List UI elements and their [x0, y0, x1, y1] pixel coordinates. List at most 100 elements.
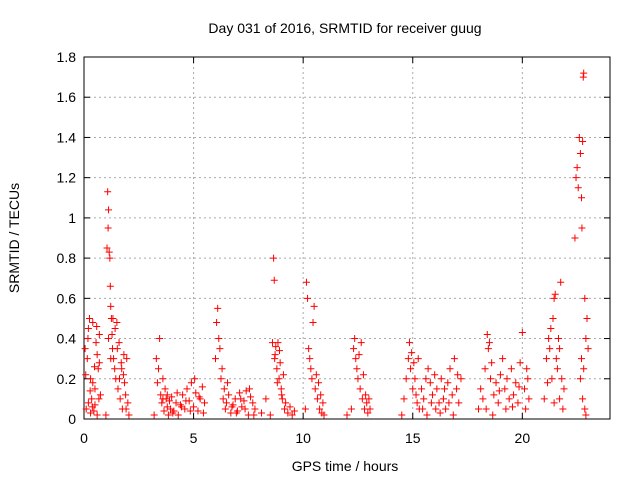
- data-point: [104, 224, 112, 232]
- data-point: [89, 379, 97, 387]
- data-point: [218, 365, 226, 373]
- data-point: [580, 365, 588, 373]
- data-point: [439, 395, 447, 403]
- data-point: [158, 399, 166, 407]
- data-point: [113, 345, 121, 353]
- data-point: [307, 365, 315, 373]
- data-point: [359, 371, 367, 379]
- data-point: [436, 409, 444, 417]
- data-point: [550, 294, 558, 302]
- data-points: [81, 69, 592, 419]
- data-point: [454, 371, 462, 379]
- data-point: [404, 355, 412, 363]
- data-point: [494, 399, 502, 407]
- data-point: [413, 399, 421, 407]
- data-point: [553, 365, 561, 373]
- data-point: [422, 375, 430, 383]
- data-point: [212, 355, 219, 363]
- data-point: [95, 395, 103, 403]
- x-tick-label: 20: [515, 430, 531, 446]
- data-point: [290, 407, 298, 415]
- data-point: [309, 318, 317, 326]
- data-point: [315, 379, 323, 387]
- data-point: [515, 383, 523, 391]
- data-point: [199, 409, 207, 417]
- data-point: [431, 371, 439, 379]
- data-point: [522, 405, 530, 413]
- data-point: [578, 224, 586, 232]
- axis-ticks: 0 0.2 0.4 0.6 0.8 1 1.2 1.4 1.6 1.8 0 5 10 15 20: [57, 49, 610, 446]
- data-point: [433, 385, 441, 393]
- x-tick-label: 5: [190, 430, 198, 446]
- y-tick-label: 0.4: [57, 331, 77, 347]
- data-point: [572, 174, 580, 182]
- data-point: [159, 375, 167, 383]
- data-point: [251, 405, 259, 413]
- data-point: [552, 355, 560, 363]
- data-point: [183, 385, 191, 393]
- data-point: [173, 389, 181, 397]
- data-point: [302, 278, 310, 286]
- data-point: [426, 379, 434, 387]
- data-point: [479, 395, 487, 403]
- data-point: [271, 351, 279, 359]
- data-point: [501, 385, 509, 393]
- data-point: [402, 375, 410, 383]
- data-point: [91, 363, 99, 371]
- data-point: [524, 375, 532, 383]
- data-point: [161, 385, 169, 393]
- data-point: [540, 395, 548, 403]
- data-point: [262, 395, 270, 403]
- plot-frame: [83, 56, 611, 420]
- data-point: [557, 278, 565, 286]
- data-point: [407, 365, 415, 373]
- data-point: [549, 314, 557, 322]
- data-point: [559, 405, 567, 413]
- data-point: [484, 345, 492, 353]
- data-point: [228, 403, 236, 411]
- data-point: [272, 343, 280, 351]
- data-point: [93, 411, 101, 419]
- data-point: [156, 335, 164, 343]
- data-point: [93, 322, 101, 330]
- data-point: [249, 399, 257, 407]
- data-point: [119, 371, 127, 379]
- data-point: [124, 399, 132, 407]
- data-point: [542, 355, 550, 363]
- data-point: [172, 399, 180, 407]
- data-point: [320, 411, 328, 419]
- data-point: [347, 405, 355, 413]
- data-point: [221, 405, 229, 413]
- data-point: [502, 405, 510, 413]
- data-point: [163, 391, 171, 399]
- data-point: [477, 385, 485, 393]
- data-point: [107, 355, 115, 363]
- data-point: [554, 335, 562, 343]
- data-point: [106, 282, 114, 290]
- data-point: [215, 335, 223, 343]
- data-point: [518, 329, 526, 337]
- data-point: [481, 365, 489, 373]
- data-point: [547, 325, 555, 332]
- data-point: [116, 375, 124, 383]
- data-point: [576, 375, 584, 383]
- data-point: [432, 405, 440, 413]
- data-point: [445, 399, 453, 407]
- data-point: [492, 379, 500, 387]
- data-point: [165, 397, 173, 405]
- data-point: [584, 345, 592, 353]
- data-point: [319, 399, 327, 407]
- data-point: [544, 379, 552, 387]
- y-tick-label: 0.8: [57, 250, 77, 266]
- data-point: [583, 314, 591, 322]
- data-point: [457, 375, 465, 383]
- data-point: [169, 409, 177, 417]
- data-point: [576, 150, 584, 158]
- data-point: [363, 399, 371, 407]
- data-point: [83, 355, 91, 363]
- data-point: [288, 411, 296, 419]
- data-point: [86, 387, 94, 395]
- data-point: [412, 391, 420, 399]
- data-point: [109, 314, 117, 322]
- data-point: [582, 335, 590, 343]
